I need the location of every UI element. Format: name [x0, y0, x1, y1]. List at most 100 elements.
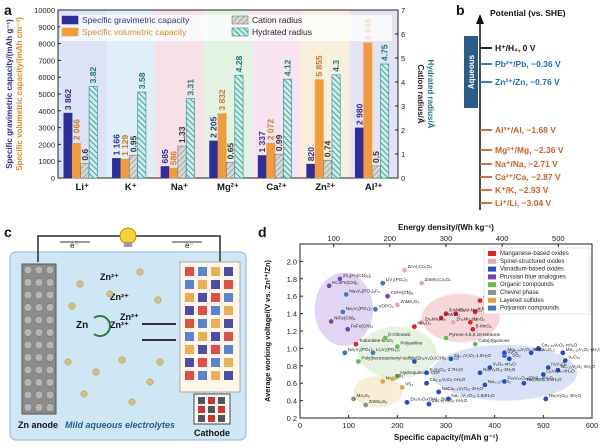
- data-point: [521, 380, 527, 386]
- data-point: [362, 402, 369, 408]
- bar: [137, 91, 147, 179]
- cathode-lattice-cell: [185, 319, 194, 328]
- potential-label: Na⁺/Na, −2.71 V: [495, 159, 558, 169]
- zn-atom: [34, 340, 44, 350]
- data-point: [411, 323, 418, 330]
- bar: [80, 163, 90, 179]
- legend-bg: [60, 15, 392, 41]
- y-tick-label: 1.0: [287, 344, 297, 353]
- point-label: NH₄V₄O₁₀: [534, 347, 555, 352]
- bar: [177, 145, 187, 179]
- bar-value-label: 2 072: [266, 119, 276, 141]
- data-point: [411, 358, 418, 365]
- data-point: [535, 345, 542, 352]
- y-tick-label: 7000: [38, 56, 55, 65]
- legend-swatch: [488, 290, 496, 295]
- bar: [217, 113, 227, 179]
- zn-ion-particle: [146, 378, 154, 386]
- zn-atom: [45, 303, 55, 312]
- light-bulb-icon: [119, 227, 137, 245]
- bar: [160, 166, 170, 179]
- point-label: ZnMo₆S₈: [369, 399, 388, 404]
- data-point: [486, 364, 493, 371]
- data-point: [528, 349, 534, 356]
- zn-atom: [23, 315, 33, 325]
- point-label: δ-MnO₂: [449, 308, 465, 313]
- point-label: Mn₂O₃: [417, 321, 431, 326]
- legend-swatch: [488, 251, 496, 256]
- inset-cell: [208, 406, 215, 413]
- zn-atom: [23, 378, 33, 387]
- x-tick-label: K⁺: [125, 182, 137, 193]
- cathode-lattice-cell: [185, 358, 194, 367]
- data-point: [423, 369, 430, 376]
- zn-atom: [23, 365, 33, 375]
- bar-value-label: 1 337: [257, 131, 267, 153]
- bar: [169, 167, 178, 179]
- point-label: LiV₂(PO₄)₃: [386, 277, 408, 282]
- data-point: [448, 356, 454, 362]
- data-point: [545, 364, 552, 371]
- x-axis-title: Specific capacity/(mAh g⁻¹): [394, 433, 499, 442]
- x-tick-label: Ca²⁺: [266, 182, 286, 193]
- zn-ion-particle: [118, 356, 126, 364]
- cathode-lattice-cell: [198, 371, 207, 380]
- zn-atom: [45, 328, 55, 337]
- bar-value-label: 820: [306, 147, 316, 161]
- bar: [380, 63, 390, 179]
- zn-atom: [34, 265, 44, 275]
- inset-cell: [218, 397, 225, 404]
- point-label: VO₂: [512, 353, 521, 358]
- bar-value-label: 1 166: [112, 134, 122, 156]
- y2-tick-label: 4: [401, 78, 405, 87]
- x-tick-label: 100: [342, 421, 355, 430]
- potential-label: Mg²⁺/Mg, −2.36 V: [495, 145, 564, 155]
- x-tick-label: 300: [440, 421, 453, 430]
- bar-value-label: 5 855: [314, 55, 324, 77]
- point-label: K₂V₆O₁₆·2.7H₂O: [430, 367, 464, 372]
- zn-atom: [45, 278, 55, 287]
- data-point: [326, 282, 332, 289]
- zn-atom: [45, 265, 55, 275]
- point-label: Na₂V₂(PO₄)₃: [346, 306, 372, 311]
- bar-value-label: 2 205: [209, 116, 219, 138]
- bar-value-label: 0.5: [371, 151, 381, 163]
- legend-label: Cation radius: [252, 15, 302, 25]
- panel-label-d: d: [258, 224, 267, 240]
- aqueous-band: [464, 36, 478, 108]
- legend-label: Hydrated radius: [252, 27, 312, 37]
- cathode-lattice-cell: [198, 319, 207, 328]
- inset-cell: [208, 397, 215, 404]
- point-label: MnO₂: [473, 316, 485, 321]
- bar-value-label: 3 832: [217, 89, 227, 111]
- data-point: [382, 335, 388, 341]
- y-tick-label: 0.4: [287, 397, 297, 406]
- cathode-lattice-cell: [224, 332, 233, 341]
- cathode-lattice-cell: [198, 358, 207, 367]
- point-label: CoFe(CN)₆: [391, 290, 414, 295]
- zn-atom: [45, 315, 55, 325]
- data-point: [559, 349, 566, 356]
- x-tick-label: Al³⁺: [365, 182, 383, 193]
- data-point: [341, 349, 348, 356]
- x-tick-label: 0: [298, 421, 302, 430]
- data-point: [399, 384, 405, 391]
- cathode-lattice-cell: [224, 371, 233, 380]
- legend-label: Polyanion compounds: [500, 306, 559, 312]
- data-point: [443, 310, 449, 317]
- zn-anode: [21, 263, 57, 415]
- bar: [71, 142, 81, 179]
- legend-label: Prussian blue analogues: [500, 274, 566, 280]
- point-label: Na₃V₂(PO₄)₃: [348, 347, 374, 352]
- zn-ion-particle: [106, 290, 114, 298]
- data-point: [401, 267, 408, 273]
- legend-swatch: [488, 282, 496, 288]
- point-label: Zn₂Mn₃O₈: [425, 316, 446, 321]
- potential-label: K⁺/K, −2.93 V: [495, 185, 549, 195]
- data-point: [443, 335, 449, 341]
- bulb-base: [124, 242, 132, 247]
- x-tick-label: Li⁺: [76, 182, 89, 193]
- point-label: Co₀.₂₅V₂O₅·nH₂O: [541, 342, 577, 347]
- point-label: Zn₀.₃V₂O₅·1.5H₂O: [454, 353, 492, 358]
- potential-label: Zn²⁺/Zn, −0.76 V: [495, 77, 560, 87]
